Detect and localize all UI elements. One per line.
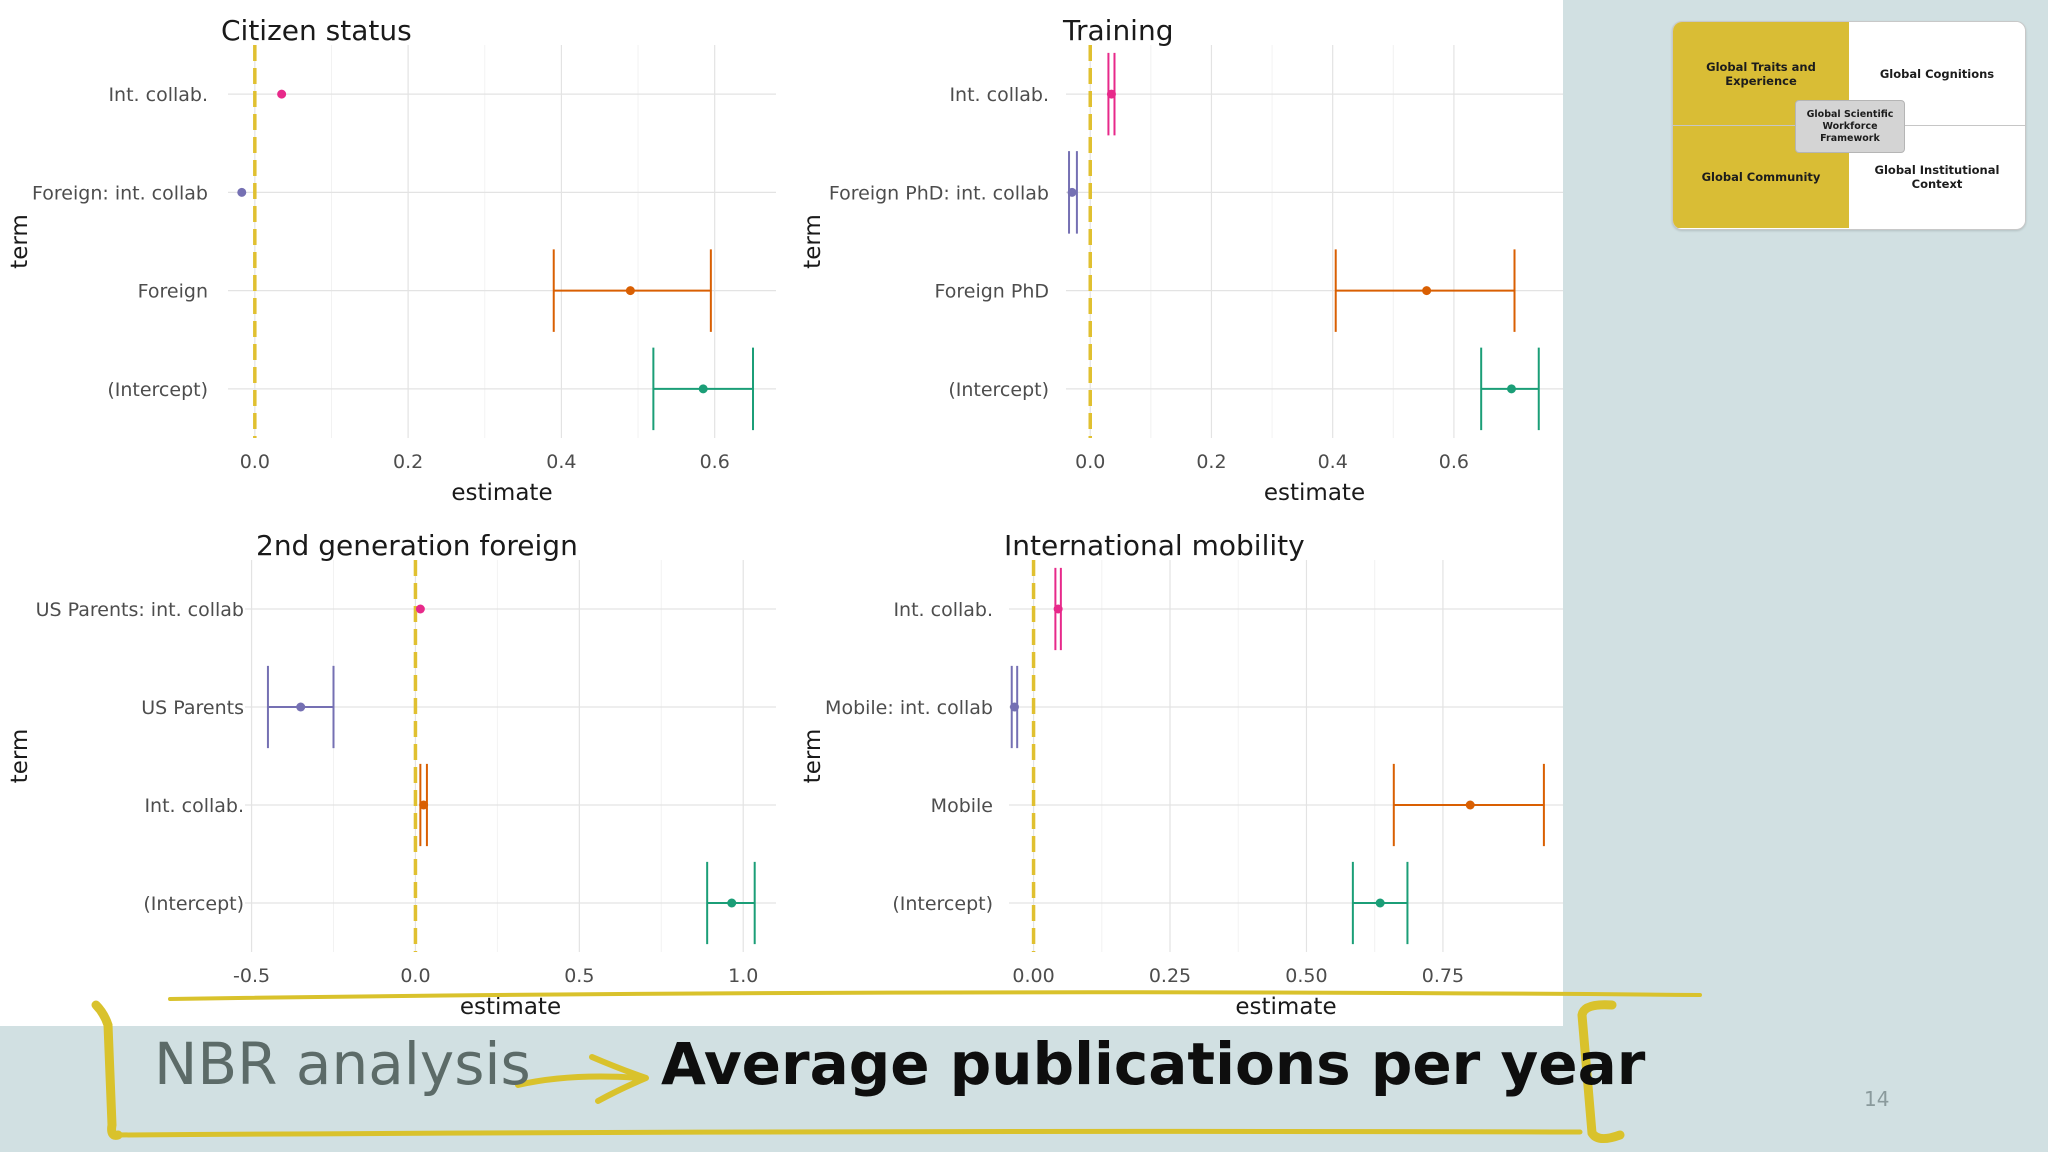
x-tick-label: 0.0: [400, 965, 430, 987]
term-label: Foreign PhD: [934, 281, 1049, 303]
estimate-point: [625, 286, 635, 296]
x-tick-label: 0.6: [1439, 451, 1469, 473]
y-axis-label: term: [800, 214, 826, 269]
estimate-point: [1067, 187, 1077, 197]
x-tick-label: 0.4: [546, 451, 576, 473]
page-number: 14: [1864, 1087, 1890, 1111]
x-axis-label: estimate: [1235, 994, 1336, 1020]
term-label: Int. collab.: [144, 795, 244, 817]
x-tick-label: 1.0: [728, 965, 758, 987]
term-label: Foreign PhD: int. collab: [829, 182, 1049, 204]
term-label: Int. collab.: [108, 84, 208, 106]
estimate-point: [296, 702, 306, 712]
estimate-point: [1009, 702, 1019, 712]
term-label: Foreign: [138, 281, 208, 303]
estimate-point: [415, 604, 425, 614]
chart-title: International mobility: [1004, 529, 1305, 562]
y-axis-label: term: [800, 729, 826, 784]
estimate-point: [727, 898, 737, 908]
plot-area: 0.0 0.2 0.4 0.6 Int. collab. Foreign: int. co…: [0, 0, 1563, 1026]
estimate-point: [698, 384, 708, 394]
x-tick-label: 0.25: [1149, 965, 1191, 987]
x-tick-label: 0.0: [1075, 451, 1105, 473]
estimate-point: [1106, 89, 1116, 99]
x-tick-label: 0.50: [1285, 965, 1327, 987]
term-label: Int. collab.: [893, 599, 993, 621]
term-label: US Parents: int. collab: [36, 599, 244, 621]
term-label: (Intercept): [143, 893, 244, 915]
chart-title: Citizen status: [221, 14, 412, 47]
x-tick-label: 0.5: [564, 965, 594, 987]
hand-drawn-frame: [91, 990, 1702, 1143]
estimate-point: [1506, 384, 1516, 394]
estimate-point: [419, 800, 429, 810]
x-tick-label: 0.75: [1422, 965, 1464, 987]
term-label: (Intercept): [892, 893, 993, 915]
arrow-right-icon: [515, 1054, 649, 1104]
term-label: Foreign: int. collab: [32, 182, 208, 204]
framework-center-label: Global Scientific Workforce Framework: [1795, 100, 1905, 153]
x-tick-label: 0.0: [240, 451, 270, 473]
term-label: Int. collab.: [949, 84, 1049, 106]
x-tick-label: 0.2: [1196, 451, 1226, 473]
x-axis-label: estimate: [1264, 480, 1365, 506]
estimate-point: [237, 187, 247, 197]
estimate-point: [1053, 604, 1063, 614]
estimate-point: [1375, 898, 1385, 908]
x-axis-label: estimate: [460, 994, 561, 1020]
x-tick-label: 0.4: [1318, 451, 1348, 473]
x-tick-label: 0.6: [700, 451, 730, 473]
footer-average-publications: Average publications per year: [661, 1030, 1646, 1098]
term-label: US Parents: [141, 697, 244, 719]
term-label: Mobile: [931, 795, 993, 817]
x-axis-label: estimate: [451, 480, 552, 506]
term-label: (Intercept): [107, 379, 208, 401]
chart-title: 2nd generation foreign: [256, 529, 578, 562]
term-label: (Intercept): [948, 379, 1049, 401]
y-axis-label: term: [7, 214, 33, 269]
chart-title: Training: [1062, 14, 1173, 47]
estimate-point: [277, 89, 287, 99]
x-tick-label: -0.5: [233, 965, 270, 987]
term-label: Mobile: int. collab: [825, 697, 993, 719]
footer-nbr-analysis: NBR analysis: [154, 1030, 531, 1098]
x-tick-label: 0.00: [1012, 965, 1054, 987]
x-tick-label: 0.2: [393, 451, 423, 473]
estimate-point: [1422, 286, 1432, 296]
framework-diagram: Global Traits and Experience Global Cogn…: [1672, 21, 2026, 230]
estimate-point: [1465, 800, 1475, 810]
y-axis-label: term: [7, 729, 33, 784]
footer-decoration: [91, 990, 1702, 1143]
coefficient-plots: 0.0 0.2 0.4 0.6 Int. collab. Foreign: int. co…: [7, 14, 1563, 1020]
